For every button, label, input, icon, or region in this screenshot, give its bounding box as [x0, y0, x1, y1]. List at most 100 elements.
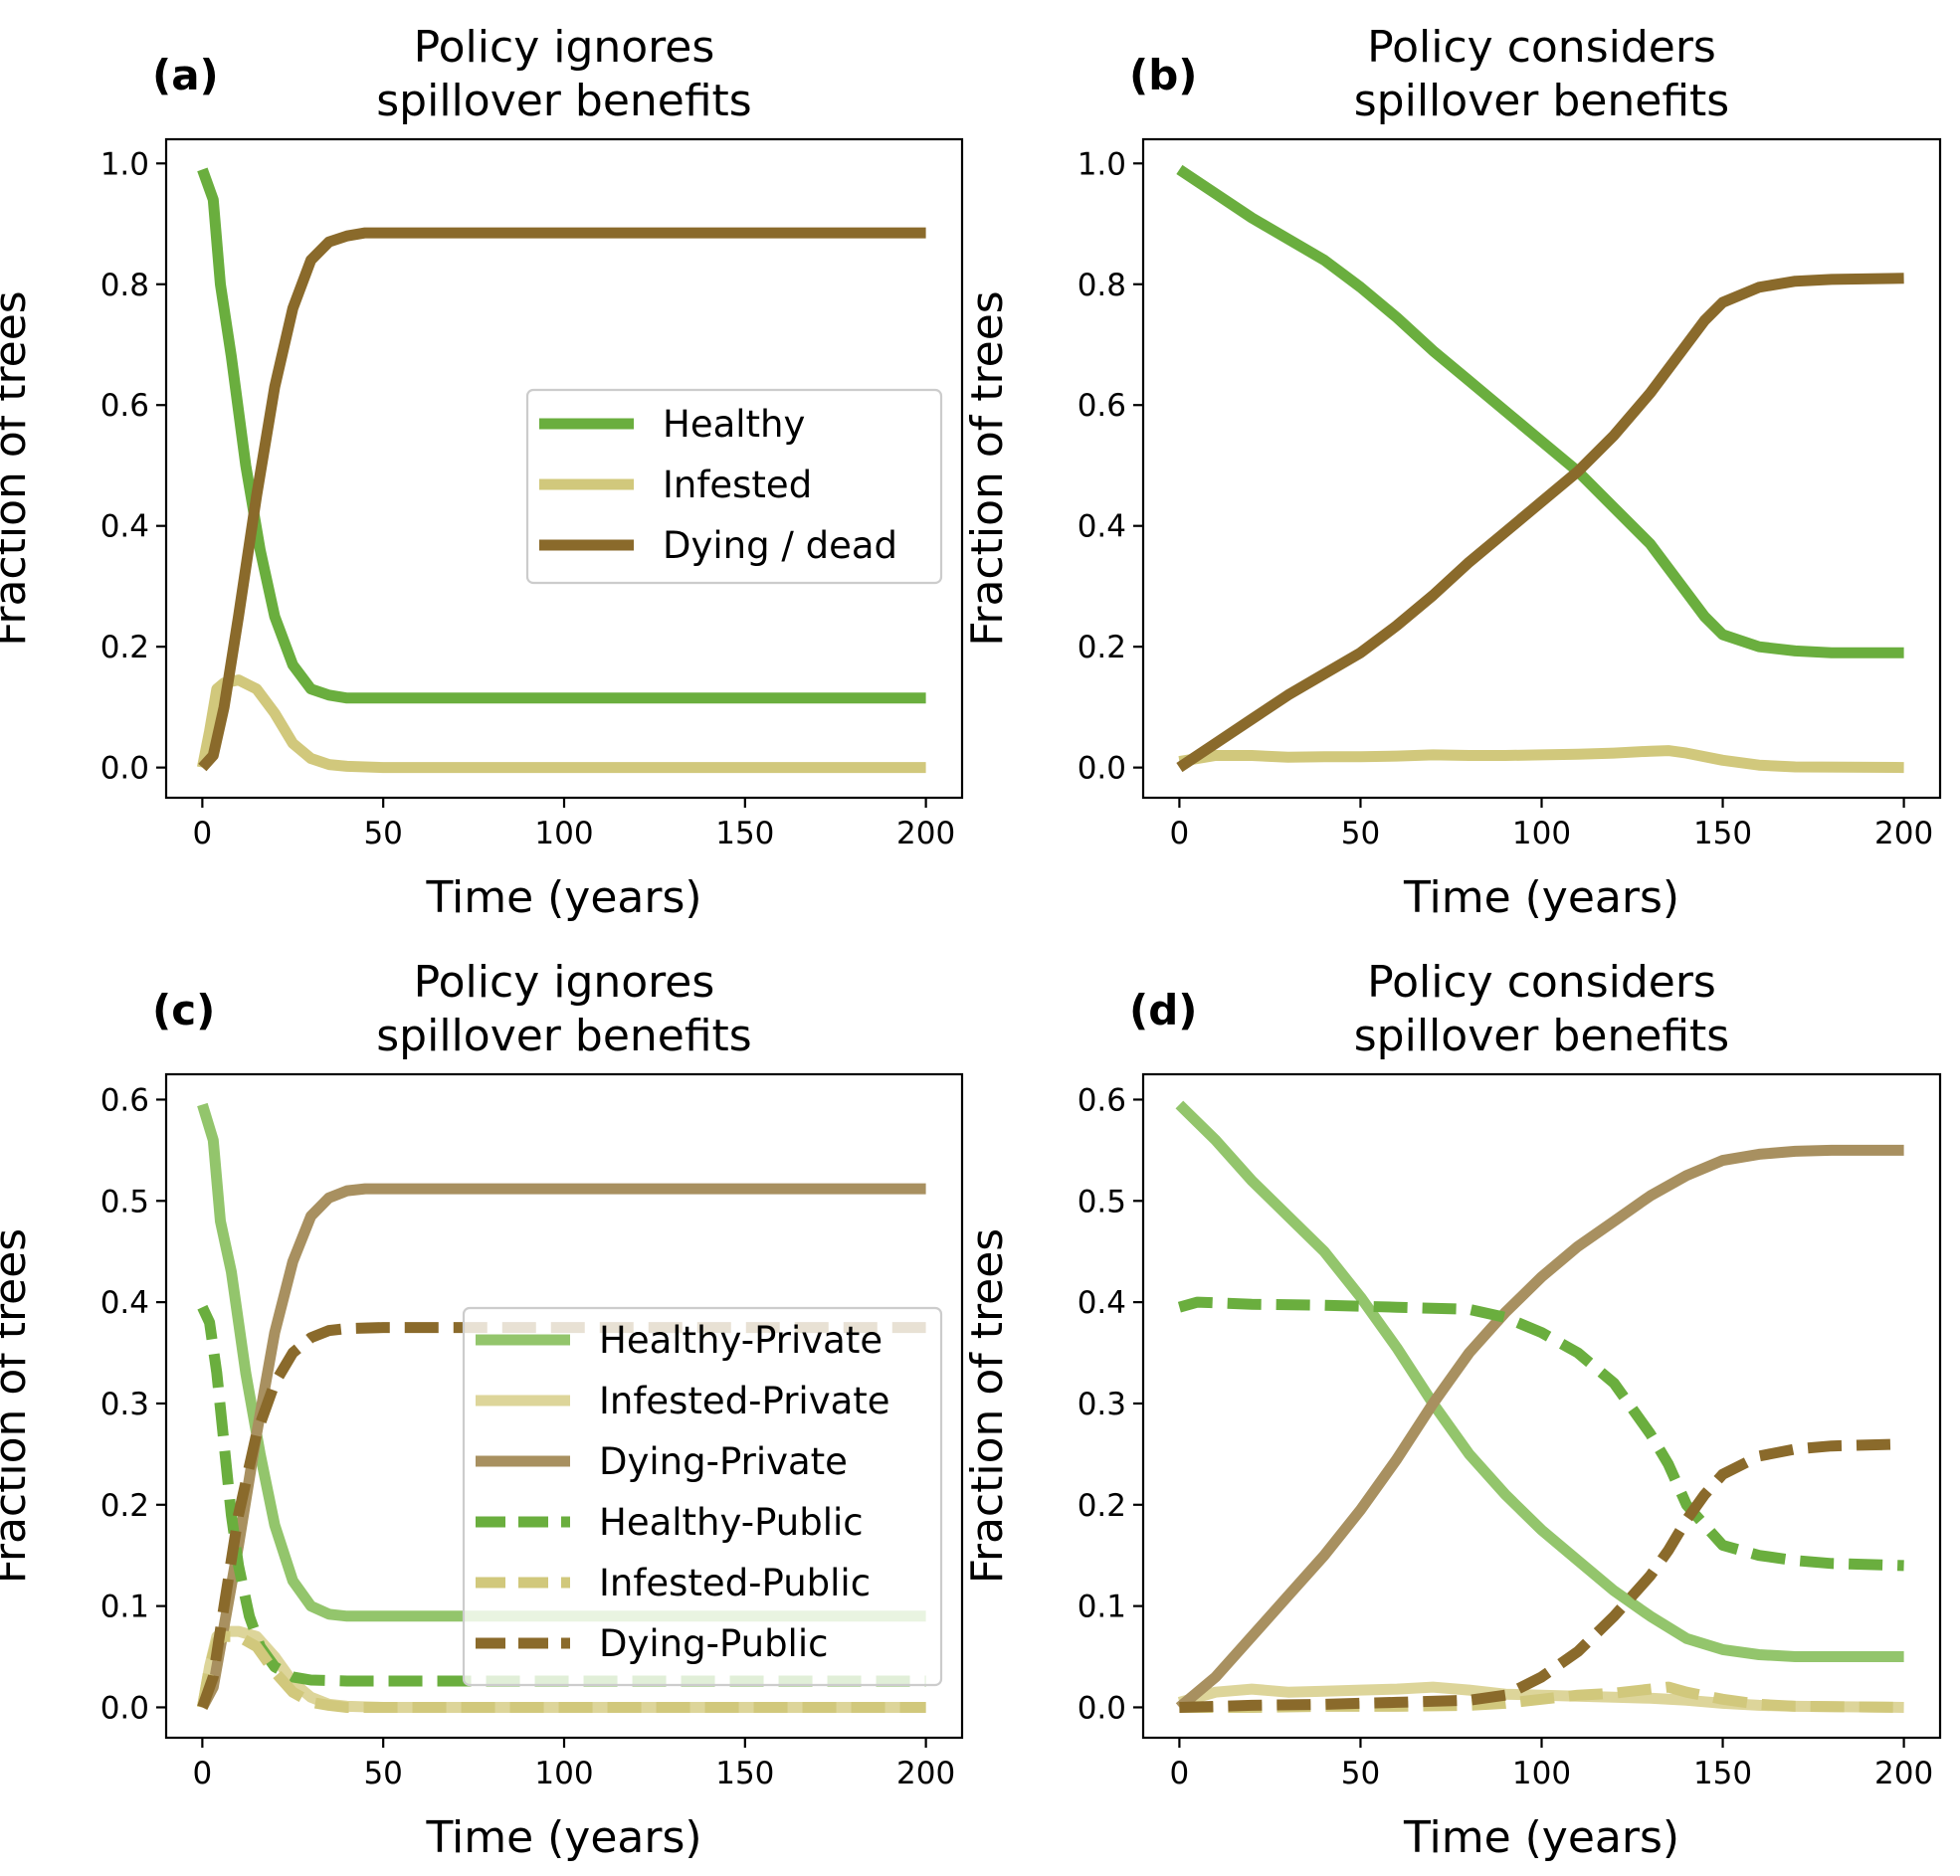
series-line-healthy — [197, 167, 926, 704]
x-tick-label: 150 — [715, 816, 774, 851]
legend-label: Healthy-Public — [599, 1501, 864, 1544]
y-tick-label: 0.2 — [1078, 630, 1126, 665]
y-tick-label: 0.0 — [100, 1690, 149, 1726]
legend-label: Healthy — [663, 403, 805, 446]
panel-title: spillover benefits — [1354, 1011, 1729, 1061]
y-axis-label: Fraction of trees — [962, 290, 1013, 646]
panel-title: Policy considers — [1367, 22, 1716, 73]
y-tick-label: 0.2 — [1078, 1488, 1126, 1524]
y-tick-label: 0.3 — [1078, 1387, 1126, 1422]
x-tick-label: 100 — [1512, 1756, 1571, 1791]
y-tick-label: 0.5 — [100, 1184, 149, 1219]
panel-letter: (c) — [152, 986, 215, 1034]
y-tick-label: 0.0 — [1078, 1690, 1126, 1726]
series-line-healthy — [1176, 164, 1904, 658]
y-tick-label: 0.5 — [1078, 1184, 1126, 1219]
x-tick-label: 0 — [192, 1756, 212, 1791]
x-tick-label: 200 — [1874, 816, 1933, 851]
y-tick-label: 0.1 — [100, 1590, 149, 1625]
legend-label: Infested-Public — [599, 1562, 871, 1604]
y-tick-label: 0.6 — [100, 388, 149, 424]
legend-label: Infested — [663, 464, 812, 506]
series-group — [197, 167, 926, 774]
panel-title: Policy ignores — [414, 22, 715, 73]
legend-frame — [525, 388, 943, 585]
x-tick-label: 100 — [534, 1756, 593, 1791]
x-tick-label: 0 — [192, 816, 212, 851]
legend-label: Healthy-Private — [599, 1319, 882, 1362]
legend-label: Dying / dead — [663, 524, 897, 567]
x-axis-label: Time (years) — [425, 872, 701, 923]
y-axis-label: Fraction of trees — [962, 1228, 1013, 1584]
y-axis-label: Fraction of trees — [0, 1228, 36, 1584]
y-tick-label: 0.8 — [1078, 268, 1126, 303]
x-tick-label: 100 — [1512, 816, 1571, 851]
y-tick-label: 1.0 — [1078, 146, 1126, 182]
series-line-healthy-private — [1175, 1100, 1904, 1662]
x-tick-label: 50 — [1341, 1756, 1380, 1791]
x-tick-label: 200 — [896, 1756, 955, 1791]
panel-letter: (b) — [1129, 51, 1197, 99]
x-tick-label: 150 — [1693, 1756, 1752, 1791]
y-tick-label: 0.6 — [1078, 1082, 1126, 1118]
x-tick-label: 200 — [1874, 1756, 1933, 1791]
y-tick-label: 0.8 — [100, 268, 149, 303]
y-tick-label: 0.2 — [100, 1488, 149, 1524]
x-tick-label: 0 — [1170, 1756, 1190, 1791]
legend-label: Dying-Public — [599, 1622, 828, 1665]
y-tick-label: 0.4 — [1078, 509, 1126, 545]
series-line-dying-dead — [198, 227, 926, 772]
panel-c: 0 50 100 150 200 0.0 0.1 0.2 0.3 0.4 0.5 0.6 Time (y… — [0, 957, 964, 1863]
x-tick-label: 200 — [896, 816, 955, 851]
series-group — [1176, 164, 1904, 774]
legend-frame — [462, 1306, 943, 1687]
x-tick-label: 50 — [363, 1756, 402, 1791]
series-group — [1175, 1100, 1904, 1713]
legend: Healthy Infested Dying / dead — [525, 388, 943, 585]
y-tick-label: 1.0 — [100, 146, 149, 182]
series-line-healthy-public — [1177, 1296, 1904, 1572]
series-line-infested — [1178, 745, 1904, 774]
x-tick-label: 150 — [715, 1756, 774, 1791]
y-tick-label: 0.6 — [1078, 388, 1126, 424]
y-tick-label: 0.2 — [100, 630, 149, 665]
panel-title: spillover benefits — [376, 1011, 751, 1061]
y-tick-label: 0.3 — [100, 1387, 149, 1422]
panel-title: Policy considers — [1367, 957, 1716, 1008]
series-line-infested-public — [1179, 1681, 1904, 1713]
panel-d: 0 50 100 150 200 0.0 0.1 0.2 0.3 0.4 0.5 0.6 Time (y… — [962, 957, 1942, 1863]
y-tick-label: 0.4 — [1078, 1285, 1126, 1321]
series-line-dying-public — [1179, 1438, 1904, 1713]
x-tick-label: 50 — [363, 816, 402, 851]
y-tick-label: 0.6 — [100, 1082, 149, 1118]
legend-label: Dying-Private — [599, 1440, 848, 1483]
series-line-dying-private — [1175, 1144, 1904, 1712]
series-line-dying-dead — [1176, 273, 1904, 773]
legend-label: Infested-Private — [599, 1380, 890, 1422]
x-tick-label: 150 — [1693, 816, 1752, 851]
x-tick-label: 50 — [1341, 816, 1380, 851]
y-tick-label: 0.0 — [1078, 751, 1126, 787]
x-axis-label: Time (years) — [1403, 872, 1679, 923]
panel-title: Policy ignores — [414, 957, 715, 1008]
plot-frame — [1141, 137, 1942, 800]
series-line-infested — [197, 674, 926, 774]
panel-letter: (a) — [152, 51, 219, 99]
x-axis-label: Time (years) — [425, 1812, 701, 1863]
panel-title: spillover benefits — [376, 76, 751, 126]
y-tick-label: 0.4 — [100, 509, 149, 545]
x-axis-label: Time (years) — [1403, 1812, 1679, 1863]
y-axis-label: Fraction of trees — [0, 290, 36, 646]
y-tick-label: 0.4 — [100, 1285, 149, 1321]
legend: Healthy-Private Infested-Private Dying-Pri… — [462, 1306, 943, 1687]
panel-b: 0 50 100 150 200 0.0 0.2 0.4 0.6 0.8 1.0 Time (year… — [962, 22, 1942, 923]
panel-title: spillover benefits — [1354, 76, 1729, 126]
x-tick-label: 0 — [1170, 816, 1190, 851]
plot-frame — [1141, 1072, 1942, 1740]
panel-a: 0 50 100 150 200 0.0 0.2 0.4 0.6 0.8 1.0 Time (year… — [0, 22, 964, 923]
x-tick-label: 100 — [534, 816, 593, 851]
y-tick-label: 0.1 — [1078, 1590, 1126, 1625]
panel-letter: (d) — [1129, 986, 1197, 1034]
y-tick-label: 0.0 — [100, 751, 149, 787]
